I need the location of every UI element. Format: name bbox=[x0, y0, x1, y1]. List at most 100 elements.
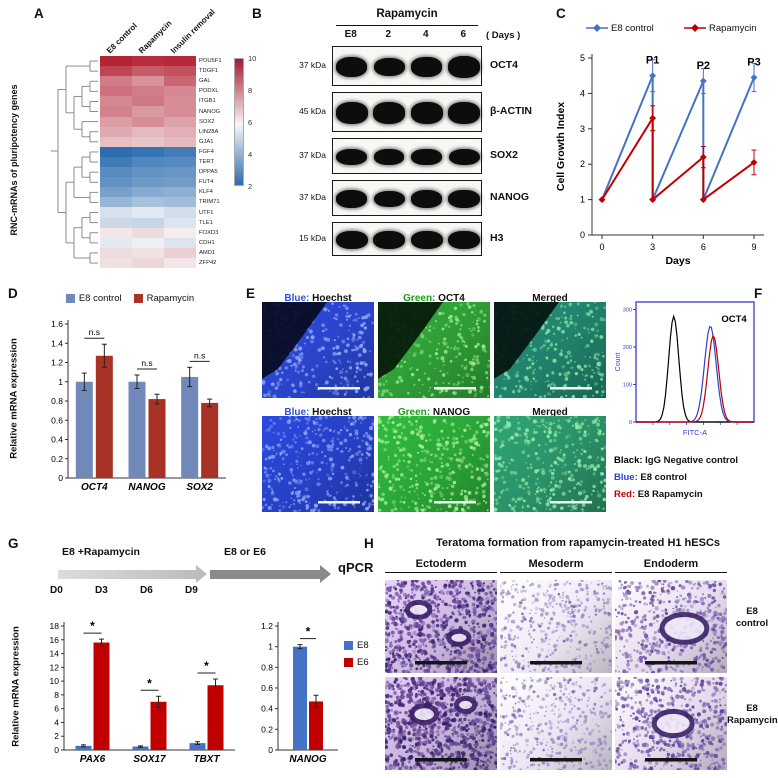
svg-text:0: 0 bbox=[58, 473, 63, 483]
if-label-target: Hoechst bbox=[312, 407, 352, 418]
kda-label: 37 kDa bbox=[299, 150, 326, 160]
flow-legend-text: Black: bbox=[614, 455, 646, 466]
legend-swatch bbox=[65, 294, 75, 303]
flow-legend: Black: IgG Negative control Blue: E8 cont… bbox=[614, 450, 778, 510]
heatmap-cell bbox=[100, 96, 132, 107]
tissue-column-header: Ectoderm bbox=[385, 558, 497, 573]
blot-band bbox=[336, 189, 368, 208]
blot-box bbox=[332, 138, 482, 174]
growth-legend: E8 control Rapamycin bbox=[552, 22, 778, 34]
heatmap-cell bbox=[164, 247, 196, 258]
gene-label: FGF4 bbox=[199, 148, 214, 155]
svg-text:0.6: 0.6 bbox=[261, 683, 273, 693]
svg-text:1.6: 1.6 bbox=[51, 319, 63, 329]
svg-text:14: 14 bbox=[50, 649, 60, 659]
svg-text:1.2: 1.2 bbox=[51, 358, 63, 368]
heatmap-cell bbox=[164, 56, 196, 67]
heatmap-cell bbox=[100, 207, 132, 218]
blot-band bbox=[373, 57, 405, 77]
if-label-target: Merged bbox=[532, 293, 568, 304]
gene-label: TDGF1 bbox=[199, 68, 219, 75]
if-label-target: NANOG bbox=[432, 407, 471, 418]
svg-text:Cell Growth Index: Cell Growth Index bbox=[555, 102, 567, 191]
gene-label: GAL bbox=[199, 78, 211, 85]
protein-label: NANOG bbox=[490, 191, 530, 203]
gene-label: KLF4 bbox=[199, 189, 213, 196]
timeline-labels: D0 D3 D6 D9 bbox=[50, 585, 250, 599]
heatmap-cell bbox=[164, 106, 196, 117]
d-ylabel: Relative mRNA expression bbox=[8, 338, 20, 459]
heatmap-cell bbox=[100, 136, 132, 147]
blot-band bbox=[410, 230, 443, 250]
timeline-label: D6 bbox=[140, 585, 153, 596]
svg-text:SOX2: SOX2 bbox=[186, 482, 213, 493]
lane-label: E8 bbox=[344, 29, 357, 40]
svg-text:OCT4: OCT4 bbox=[721, 314, 747, 325]
heatmap-cell bbox=[164, 76, 196, 87]
histology-image-endoderm-control bbox=[615, 580, 727, 673]
flow-legend-text: Blue: bbox=[614, 472, 641, 483]
dendrogram bbox=[26, 56, 98, 268]
micrograph-texture bbox=[262, 302, 374, 398]
heatmap-cell bbox=[100, 76, 132, 87]
heatmap-cell bbox=[132, 146, 164, 157]
panel-a-label: A bbox=[34, 6, 44, 21]
heatmap-cell bbox=[164, 116, 196, 127]
gene-label: TRIM71 bbox=[199, 199, 220, 206]
arrow2-label: E8 or E6 bbox=[224, 546, 267, 558]
if-label-channel: Green: bbox=[397, 407, 433, 418]
fluorescence-image-nanog-gfp bbox=[378, 416, 490, 512]
micrograph-texture bbox=[385, 580, 497, 673]
svg-text:0.2: 0.2 bbox=[261, 724, 273, 734]
protein-label: β-ACTIN bbox=[490, 105, 532, 117]
colorbar-tick: 8 bbox=[248, 86, 253, 95]
micrograph-texture bbox=[500, 677, 612, 770]
if-label: Blue: Hoechst bbox=[262, 402, 374, 420]
gene-label: CDH1 bbox=[199, 239, 215, 246]
heatmap-cell bbox=[132, 217, 164, 228]
flow-legend-text: Red: bbox=[614, 489, 638, 500]
svg-text:0: 0 bbox=[599, 242, 604, 252]
svg-text:18: 18 bbox=[50, 621, 60, 631]
heatmap-cell bbox=[100, 167, 132, 178]
legend-label: Rapamycin bbox=[146, 293, 195, 304]
if-images bbox=[262, 302, 606, 518]
svg-text:6: 6 bbox=[54, 704, 59, 714]
heatmap-cell bbox=[132, 86, 164, 97]
svg-text:300: 300 bbox=[623, 308, 632, 314]
h-row-label-line: E8 bbox=[746, 703, 758, 714]
timeline-label: D0 bbox=[50, 585, 63, 596]
svg-text:0: 0 bbox=[629, 420, 632, 426]
heatmap-cell bbox=[132, 257, 164, 268]
heatmap-cell bbox=[100, 156, 132, 168]
svg-text:FITC-A: FITC-A bbox=[683, 428, 707, 437]
gene-label: UTF1 bbox=[199, 209, 214, 216]
if-label: Merged bbox=[494, 402, 606, 420]
legend-label: Rapamycin bbox=[709, 22, 757, 34]
heatmap-column-headers: E8 control Rapamycin Insulin removal bbox=[100, 7, 250, 56]
heatmap-cell bbox=[132, 96, 164, 107]
heatmap-cell bbox=[100, 106, 132, 117]
blot-band bbox=[373, 190, 405, 208]
svg-text:1: 1 bbox=[580, 195, 585, 205]
blot-lane-labels: E8 2 4 6 bbox=[278, 29, 518, 43]
flow-legend-text: E8 Rapamycin bbox=[637, 489, 703, 500]
panel-a-ylabel: RNC-mRNAs of pluripotency genes bbox=[9, 84, 19, 236]
mrna-bar-chart: 0 0.2 0.4 0.6 0.8 1 1.2 1.4 1.6 n.s OCT4 n.s NANOG n.… bbox=[24, 306, 234, 506]
colorbar-tick: 6 bbox=[248, 118, 253, 127]
kda-label: 15 kDa bbox=[299, 233, 326, 243]
lane-label: 2 bbox=[385, 29, 392, 40]
blot-band bbox=[373, 102, 406, 124]
legend-swatch bbox=[133, 294, 143, 303]
svg-text:4: 4 bbox=[580, 88, 585, 98]
heatmap-cell bbox=[164, 217, 196, 228]
blot-band bbox=[448, 148, 480, 166]
h-row-label: E8 control bbox=[727, 606, 777, 631]
colorbar-tick: 2 bbox=[248, 182, 253, 191]
svg-text:*: * bbox=[306, 625, 311, 639]
svg-text:0.2: 0.2 bbox=[51, 454, 63, 464]
heatmap-cell bbox=[132, 177, 164, 188]
kda-label: 45 kDa bbox=[299, 106, 326, 116]
histology-image-mesoderm-control bbox=[500, 580, 612, 673]
blot-rows: 37 kDa OCT4 45 kDa β-ACTIN 37 kDa SOX2 37 kDa N… bbox=[278, 46, 568, 258]
